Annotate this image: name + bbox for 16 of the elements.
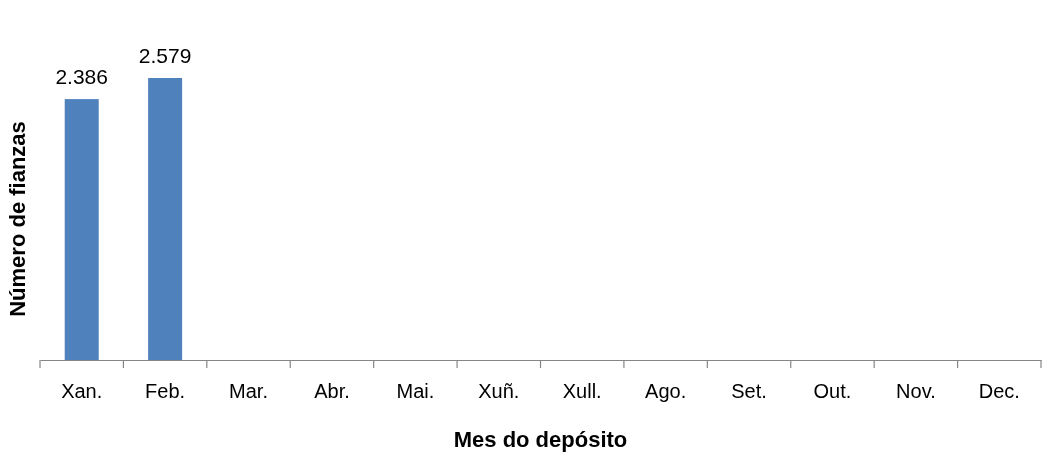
x-tick-label: Xull. (562, 380, 602, 402)
x-tick-label: Ago. (645, 380, 687, 402)
x-tick-label: Xan. (61, 380, 103, 402)
x-tick-label: Feb. (145, 380, 186, 402)
data-label: 2.579 (138, 44, 192, 67)
x-tick-label: Out. (813, 380, 852, 402)
x-tick-label: Mar. (229, 380, 268, 402)
x-axis-title: Mes do depósito (453, 427, 628, 452)
x-tick-label: Mai. (396, 380, 435, 402)
x-tick-label: Abr. (314, 380, 350, 402)
x-tick-label: Set. (731, 380, 767, 402)
x-tick-label: Xuñ. (478, 380, 520, 402)
data-label: 2.386 (55, 65, 108, 89)
x-tick-label: Nov. (896, 380, 936, 402)
y-axis-title: Número de fianzas (5, 121, 30, 317)
x-tick-label: Dec. (978, 380, 1020, 402)
